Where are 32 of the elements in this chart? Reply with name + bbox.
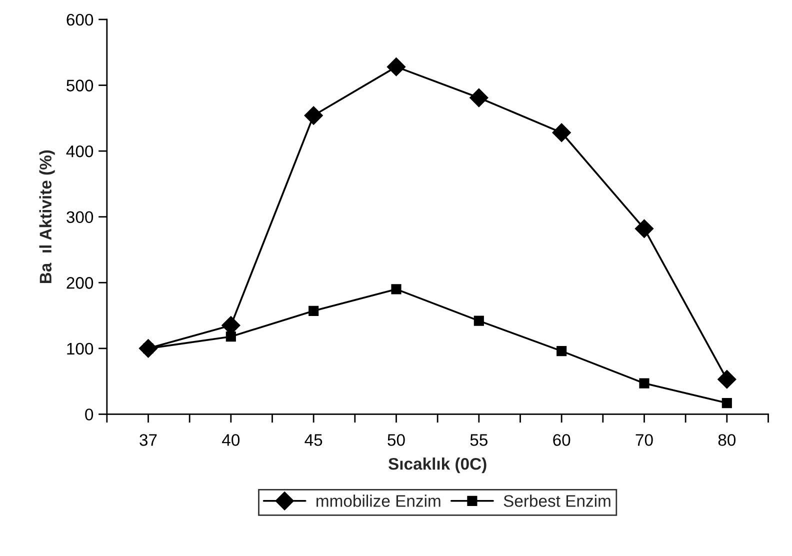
x-tick-label: 70 (636, 434, 653, 446)
x-axis-title: Sıcaklık (0C) (388, 458, 486, 474)
x-tick-label: 80 (718, 434, 736, 446)
point (391, 284, 402, 294)
y-tick-label: 100 (67, 342, 94, 355)
x-tick-label: 37 (140, 434, 157, 446)
y-tick-label: 600 (66, 14, 94, 26)
x-tick-label: 45 (304, 434, 322, 446)
point (718, 370, 736, 389)
legend-label: Serbest Enzim (504, 494, 610, 507)
point (639, 378, 650, 388)
x-tick-label: 40 (222, 434, 240, 446)
y-tick-label: 500 (66, 80, 94, 92)
point (556, 346, 567, 356)
point (634, 219, 654, 238)
y-tick-label: 300 (66, 211, 94, 224)
point (470, 88, 488, 108)
y-tick-label: 400 (66, 145, 94, 158)
point (552, 123, 571, 142)
point (722, 398, 732, 408)
x-tick-label: 55 (470, 434, 488, 446)
y-axis-title: Ba ıl Aktivite (%) (39, 150, 55, 284)
y-tick-label: 200 (66, 277, 94, 289)
x-tick-label: 60 (553, 434, 570, 446)
point (138, 339, 158, 358)
point (308, 306, 319, 316)
point (474, 316, 484, 326)
legend-label: mmobilize Enzim (316, 494, 440, 507)
y-tick-label: 0 (85, 408, 94, 420)
point (304, 106, 323, 125)
point (386, 57, 406, 76)
x-tick-label: 50 (388, 434, 405, 446)
